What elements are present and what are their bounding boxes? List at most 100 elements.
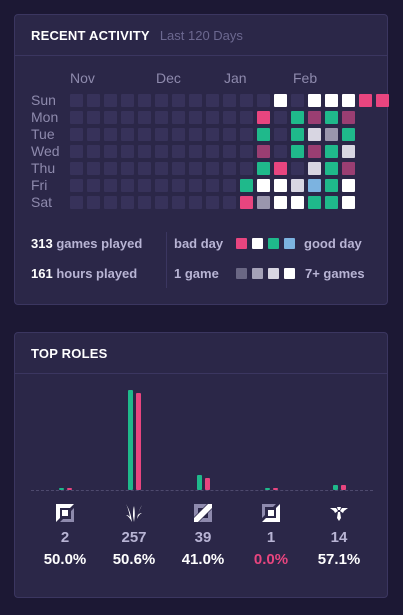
activity-day-cell [257, 162, 270, 175]
activity-day-cell [206, 145, 219, 158]
activity-day-cell [189, 111, 202, 124]
activity-day-cell [104, 128, 117, 141]
activity-day-cell [359, 94, 372, 107]
activity-day-cell [291, 179, 304, 192]
activity-day-cell [257, 179, 270, 192]
role-games-bar [128, 390, 133, 490]
day-label: Tue [31, 126, 55, 142]
activity-day-cell [342, 94, 355, 107]
recent-activity-subtitle: Last 120 Days [159, 27, 243, 43]
hours-played-count: 161 [31, 266, 53, 281]
legend-swatch-7-games [284, 268, 295, 279]
day-label: Thu [31, 160, 56, 176]
roles-axis [31, 490, 373, 491]
role-winrate: 50.0% [43, 551, 87, 568]
role-bot[interactable]: 1 0.0% [241, 503, 301, 569]
activity-day-cell [155, 196, 168, 209]
activity-day-cell [274, 162, 287, 175]
activity-day-cell [308, 162, 321, 175]
activity-day-cell [291, 94, 304, 107]
activity-day-cell [342, 162, 355, 175]
role-mid[interactable]: 39 41.0% [173, 503, 233, 569]
month-label: Nov [70, 70, 95, 86]
role-secondary-bar [67, 488, 72, 490]
activity-day-cell [189, 145, 202, 158]
activity-day-cell [240, 128, 253, 141]
activity-day-cell [274, 179, 287, 192]
activity-day-cell [342, 111, 355, 124]
month-label: Feb [293, 70, 318, 86]
activity-day-cell [121, 196, 134, 209]
activity-day-cell [308, 111, 321, 124]
activity-day-cell [257, 94, 270, 107]
legend-swatch-few-games [252, 268, 263, 279]
top-roles-card: TOP ROLES 2 50.0% 257 50.6% 39 41.0% 1 0… [14, 332, 388, 598]
activity-day-cell [104, 94, 117, 107]
activity-day-cell [155, 179, 168, 192]
one-game-label: 1 game [174, 266, 219, 281]
legend-swatch-some-games [268, 268, 279, 279]
activity-day-cell [138, 179, 151, 192]
activity-day-cell [104, 162, 117, 175]
activity-day-cell [121, 128, 134, 141]
activity-day-cell [274, 128, 287, 141]
activity-day-cell [172, 145, 185, 158]
role-games-count: 1 [266, 529, 276, 546]
activity-day-cell [121, 111, 134, 124]
role-winrate: 57.1% [317, 551, 361, 568]
activity-day-cell [206, 196, 219, 209]
activity-day-cell [257, 111, 270, 124]
legend-swatch-blue [284, 238, 295, 249]
day-label: Fri [31, 177, 48, 193]
activity-day-cell [240, 179, 253, 192]
activity-day-cell [138, 111, 151, 124]
games-played-stat: 313 games played [31, 236, 142, 251]
legend-swatch-1-game [236, 268, 247, 279]
activity-day-cell [206, 111, 219, 124]
role-top[interactable]: 2 50.0% [35, 503, 95, 569]
activity-day-cell [172, 111, 185, 124]
activity-day-cell [223, 111, 236, 124]
activity-day-cell [155, 145, 168, 158]
activity-day-cell [223, 128, 236, 141]
activity-day-cell [155, 162, 168, 175]
role-jungle[interactable]: 257 50.6% [104, 503, 164, 569]
activity-day-cell [291, 128, 304, 141]
role-secondary-bar [205, 478, 210, 490]
activity-day-cell [87, 111, 100, 124]
activity-day-cell [342, 179, 355, 192]
activity-day-cell [257, 196, 270, 209]
activity-day-cell [189, 128, 202, 141]
recent-activity-card: RECENT ACTIVITY Last 120 Days Nov Dec Ja… [14, 14, 389, 305]
activity-day-cell [223, 94, 236, 107]
recent-activity-title: RECENT ACTIVITY [31, 27, 150, 43]
activity-day-cell [155, 94, 168, 107]
legend-divider [166, 232, 167, 288]
role-games-count: 39 [194, 529, 212, 546]
activity-day-cell [87, 145, 100, 158]
activity-day-cell [342, 145, 355, 158]
bot-lane-icon [261, 503, 281, 523]
activity-day-cell [70, 94, 83, 107]
activity-day-cell [189, 196, 202, 209]
role-support[interactable]: 14 57.1% [309, 503, 369, 569]
activity-day-cell [138, 162, 151, 175]
activity-day-cell [172, 94, 185, 107]
role-games-count: 257 [121, 529, 147, 546]
activity-day-cell [121, 162, 134, 175]
activity-day-cell [87, 162, 100, 175]
legend-swatch-loss [236, 238, 247, 249]
activity-day-cell [206, 179, 219, 192]
activity-day-cell [325, 128, 338, 141]
activity-day-cell [155, 111, 168, 124]
activity-day-cell [138, 128, 151, 141]
top-roles-title: TOP ROLES [31, 345, 108, 361]
activity-heatmap [15, 15, 389, 304]
recent-activity-header: RECENT ACTIVITY Last 120 Days [15, 15, 387, 56]
role-secondary-bar [273, 488, 278, 490]
activity-day-cell [87, 196, 100, 209]
activity-day-cell [291, 162, 304, 175]
activity-day-cell [189, 94, 202, 107]
activity-day-cell [104, 111, 117, 124]
top-roles-header: TOP ROLES [15, 333, 387, 374]
